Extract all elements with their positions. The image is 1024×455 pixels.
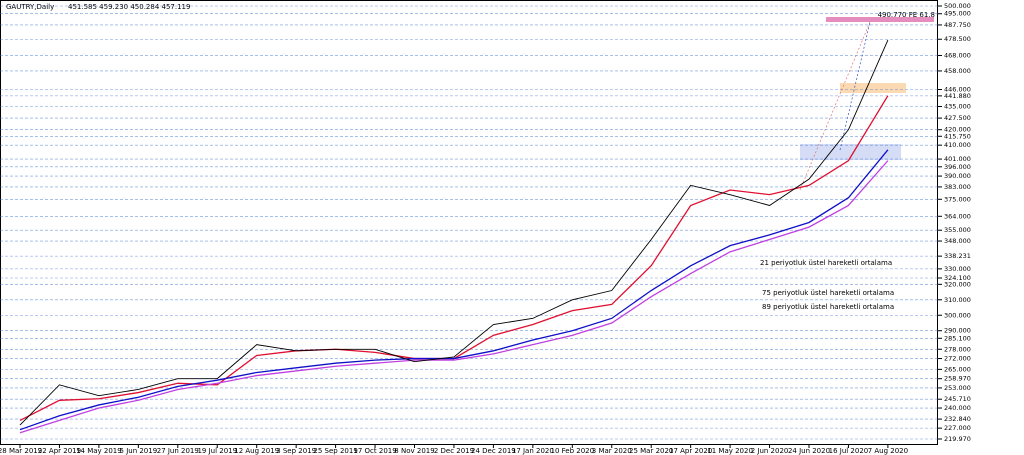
y-tick-label: 375.000 [944, 195, 971, 203]
y-tick-label: 468.000 [944, 51, 971, 59]
y-tick-label: 245.710 [944, 395, 971, 403]
x-tick-label: 19 Jul 2019 [197, 447, 237, 455]
x-tick-label: 2 Dec 2019 [434, 447, 474, 455]
x-tick-label: 17 Apr 2020 [669, 447, 712, 455]
x-tick-label: 22 Apr 2019 [38, 447, 81, 455]
x-tick-label: 27 Jun 2019 [157, 447, 199, 455]
y-tick-label: 441.880 [944, 92, 971, 100]
y-tick-label: 240.000 [944, 404, 971, 412]
y-tick-label: 446.000 [944, 85, 971, 93]
annotation: 490.770 FE 61.8 [878, 11, 935, 19]
y-tick-label: 232.840 [944, 415, 971, 423]
y-tick-label: 396.000 [944, 163, 971, 171]
y-tick-label: 478.500 [944, 35, 971, 43]
x-tick-label: 14 May 2019 [76, 447, 122, 455]
projection-line [839, 21, 871, 151]
x-tick-label: 2 Jun 2020 [751, 447, 789, 455]
y-tick-label: 320.000 [944, 280, 971, 288]
legend-label: 75 periyotluk üstel hareketli ortalama [762, 289, 894, 297]
y-tick-label: 253.000 [944, 384, 971, 392]
line-series [19, 149, 889, 431]
line-series [19, 160, 889, 434]
x-tick-label: 17 Jan 2020 [512, 447, 554, 455]
x-tick-label: 17 Oct 2019 [353, 447, 396, 455]
y-tick-label: 330.000 [944, 265, 971, 273]
y-tick-label: 258.970 [944, 375, 971, 383]
y-tick-label: 219.970 [944, 435, 971, 443]
y-tick-label: 272.000 [944, 355, 971, 363]
y-tick-label: 458.000 [944, 67, 971, 75]
y-tick-label: 364.000 [944, 212, 971, 220]
x-tick-label: 11 May 2020 [707, 447, 753, 455]
x-tick-label: 10 Feb 2020 [551, 447, 595, 455]
y-tick-label: 227.000 [944, 424, 971, 432]
y-tick-label: 300.000 [944, 311, 971, 319]
x-tick-label: 3 Mar 2020 [592, 447, 632, 455]
x-tick-label: 8 Nov 2019 [394, 447, 434, 455]
ohlc-readout: 451.585 459.230 450.284 457.119 [68, 3, 190, 11]
x-tick-label: 3 Sep 2019 [276, 447, 316, 455]
base-zone [800, 144, 901, 160]
y-tick-label: 410.000 [944, 141, 971, 149]
y-tick-label: 415.750 [944, 132, 971, 140]
y-tick-label: 383.000 [944, 183, 971, 191]
y-tick-label: 324.100 [944, 274, 971, 282]
y-tick-label: 355.000 [944, 226, 971, 234]
x-tick-label: 25 Mar 2020 [629, 447, 673, 455]
x-tick-label: 24 Jun 2020 [788, 447, 830, 455]
y-tick-label: 348.000 [944, 237, 971, 245]
plot-frame [0, 0, 938, 445]
legend-label: 21 periyotluk üstel hareketli ortalama [760, 259, 892, 267]
y-tick-label: 285.100 [944, 334, 971, 342]
legend-label: 89 periyotluk üstel hareketli ortalama [762, 303, 894, 311]
x-tick-label: 7 Aug 2020 [868, 447, 908, 455]
y-tick-label: 278.000 [944, 345, 971, 353]
x-tick-label: 5 Jun 2019 [120, 447, 158, 455]
target-zone [826, 17, 934, 22]
y-tick-label: 310.000 [944, 296, 971, 304]
x-tick-label: 12 Aug 2019 [234, 447, 279, 455]
x-tick-label: 28 Mar 2019 [0, 447, 42, 455]
x-tick-label: 24 Dec 2019 [471, 447, 516, 455]
y-tick-label: 435.000 [944, 103, 971, 111]
y-tick-label: 487.750 [944, 21, 971, 29]
support-zone [840, 83, 906, 93]
chart-title: GAUTRY,Daily [6, 3, 54, 11]
y-tick-label: 290.000 [944, 327, 971, 335]
y-tick-label: 495.000 [944, 10, 971, 18]
y-tick-label: 427.500 [944, 114, 971, 122]
x-tick-label: 16 Jul 2020 [829, 447, 869, 455]
y-tick-label: 500.000 [944, 2, 971, 10]
y-tick-label: 401.000 [944, 155, 971, 163]
y-tick-label: 338.231 [944, 252, 971, 260]
y-tick-label: 265.000 [944, 365, 971, 373]
line-series [19, 39, 889, 426]
x-tick-label: 25 Sep 2019 [313, 447, 357, 455]
y-tick-label: 390.000 [944, 172, 971, 180]
y-tick-label: 420.000 [944, 126, 971, 134]
